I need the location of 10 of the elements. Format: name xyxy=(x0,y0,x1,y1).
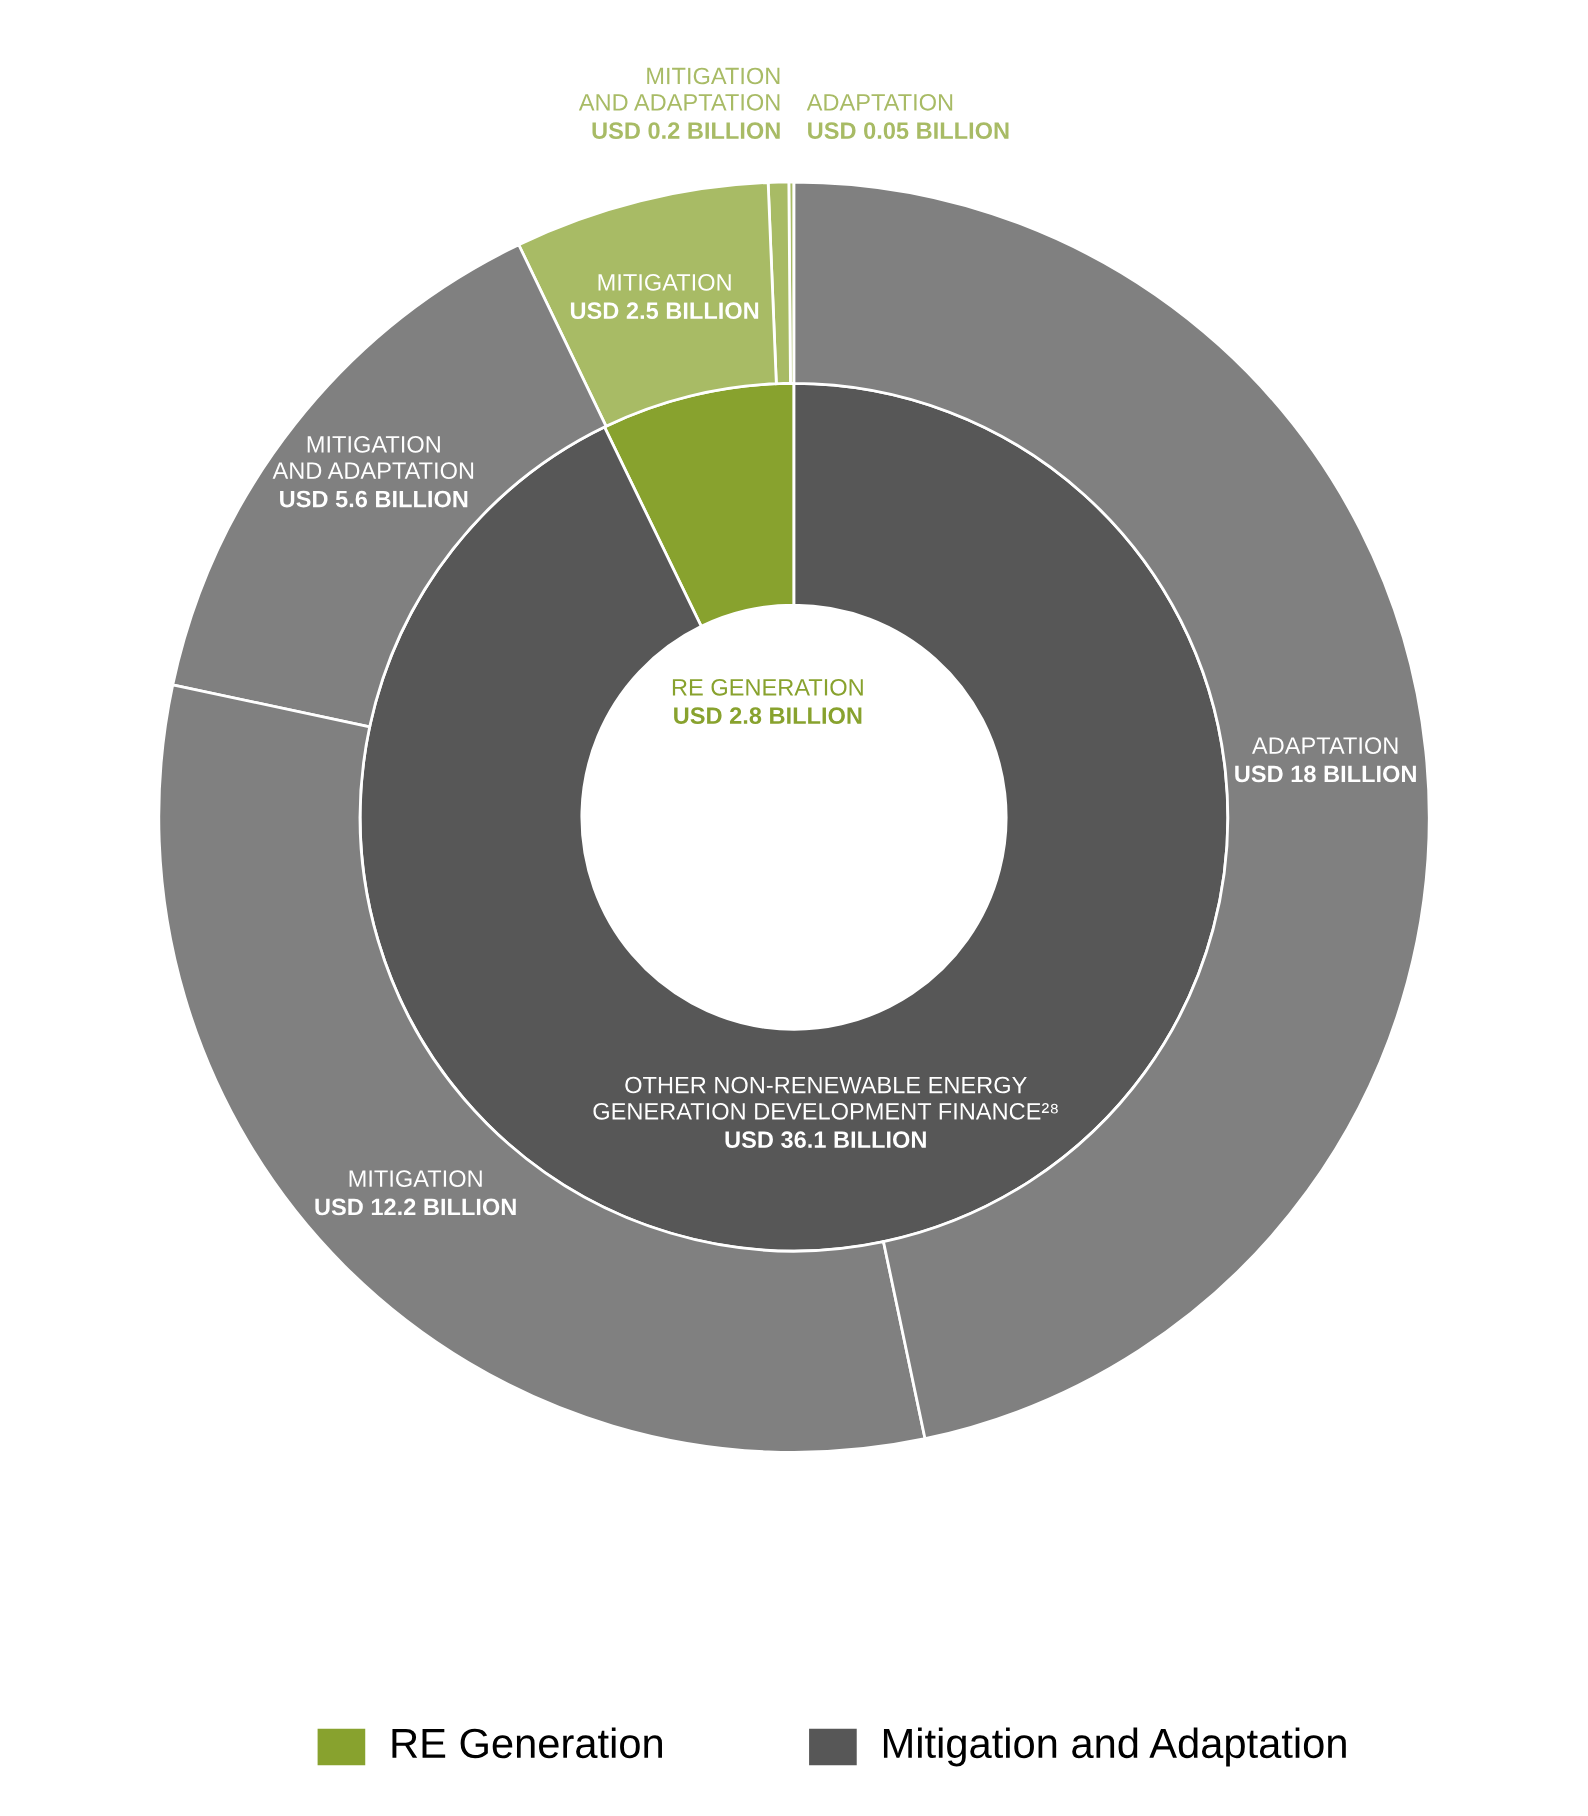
data-label: MITIGATION AND ADAPTATION USD 5.6 BILLION xyxy=(272,436,474,508)
text: Mitigation and Adaptation xyxy=(883,1727,1346,1767)
data-label: MITIGATION USD 12.2 BILLION xyxy=(315,1170,516,1216)
data-label: ADAPTATION USD 0.05 BILLION xyxy=(806,93,1009,139)
data-label: MITIGATION AND ADAPTATION USD 0.2 BILLION xyxy=(578,67,780,139)
data-label: OTHER NON-RENEWABLE ENERGY GENERATION DEVELOPMENT FINANCE²⁸ USD 36.1 BILLION xyxy=(593,1076,1058,1149)
data-label: ADAPTATION USD 18 BILLION xyxy=(1235,737,1416,783)
text: RE Generation xyxy=(392,1727,662,1759)
data-label: MITIGATION USD 2.5 BILLION xyxy=(570,274,759,320)
data-label: RE GENERATION USD 2.8 BILLION xyxy=(672,678,863,724)
